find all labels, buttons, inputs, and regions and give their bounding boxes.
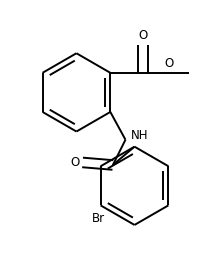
Text: O: O (164, 57, 173, 70)
Text: O: O (70, 156, 79, 169)
Text: O: O (138, 29, 148, 42)
Text: Br: Br (92, 212, 105, 225)
Text: NH: NH (131, 129, 149, 142)
